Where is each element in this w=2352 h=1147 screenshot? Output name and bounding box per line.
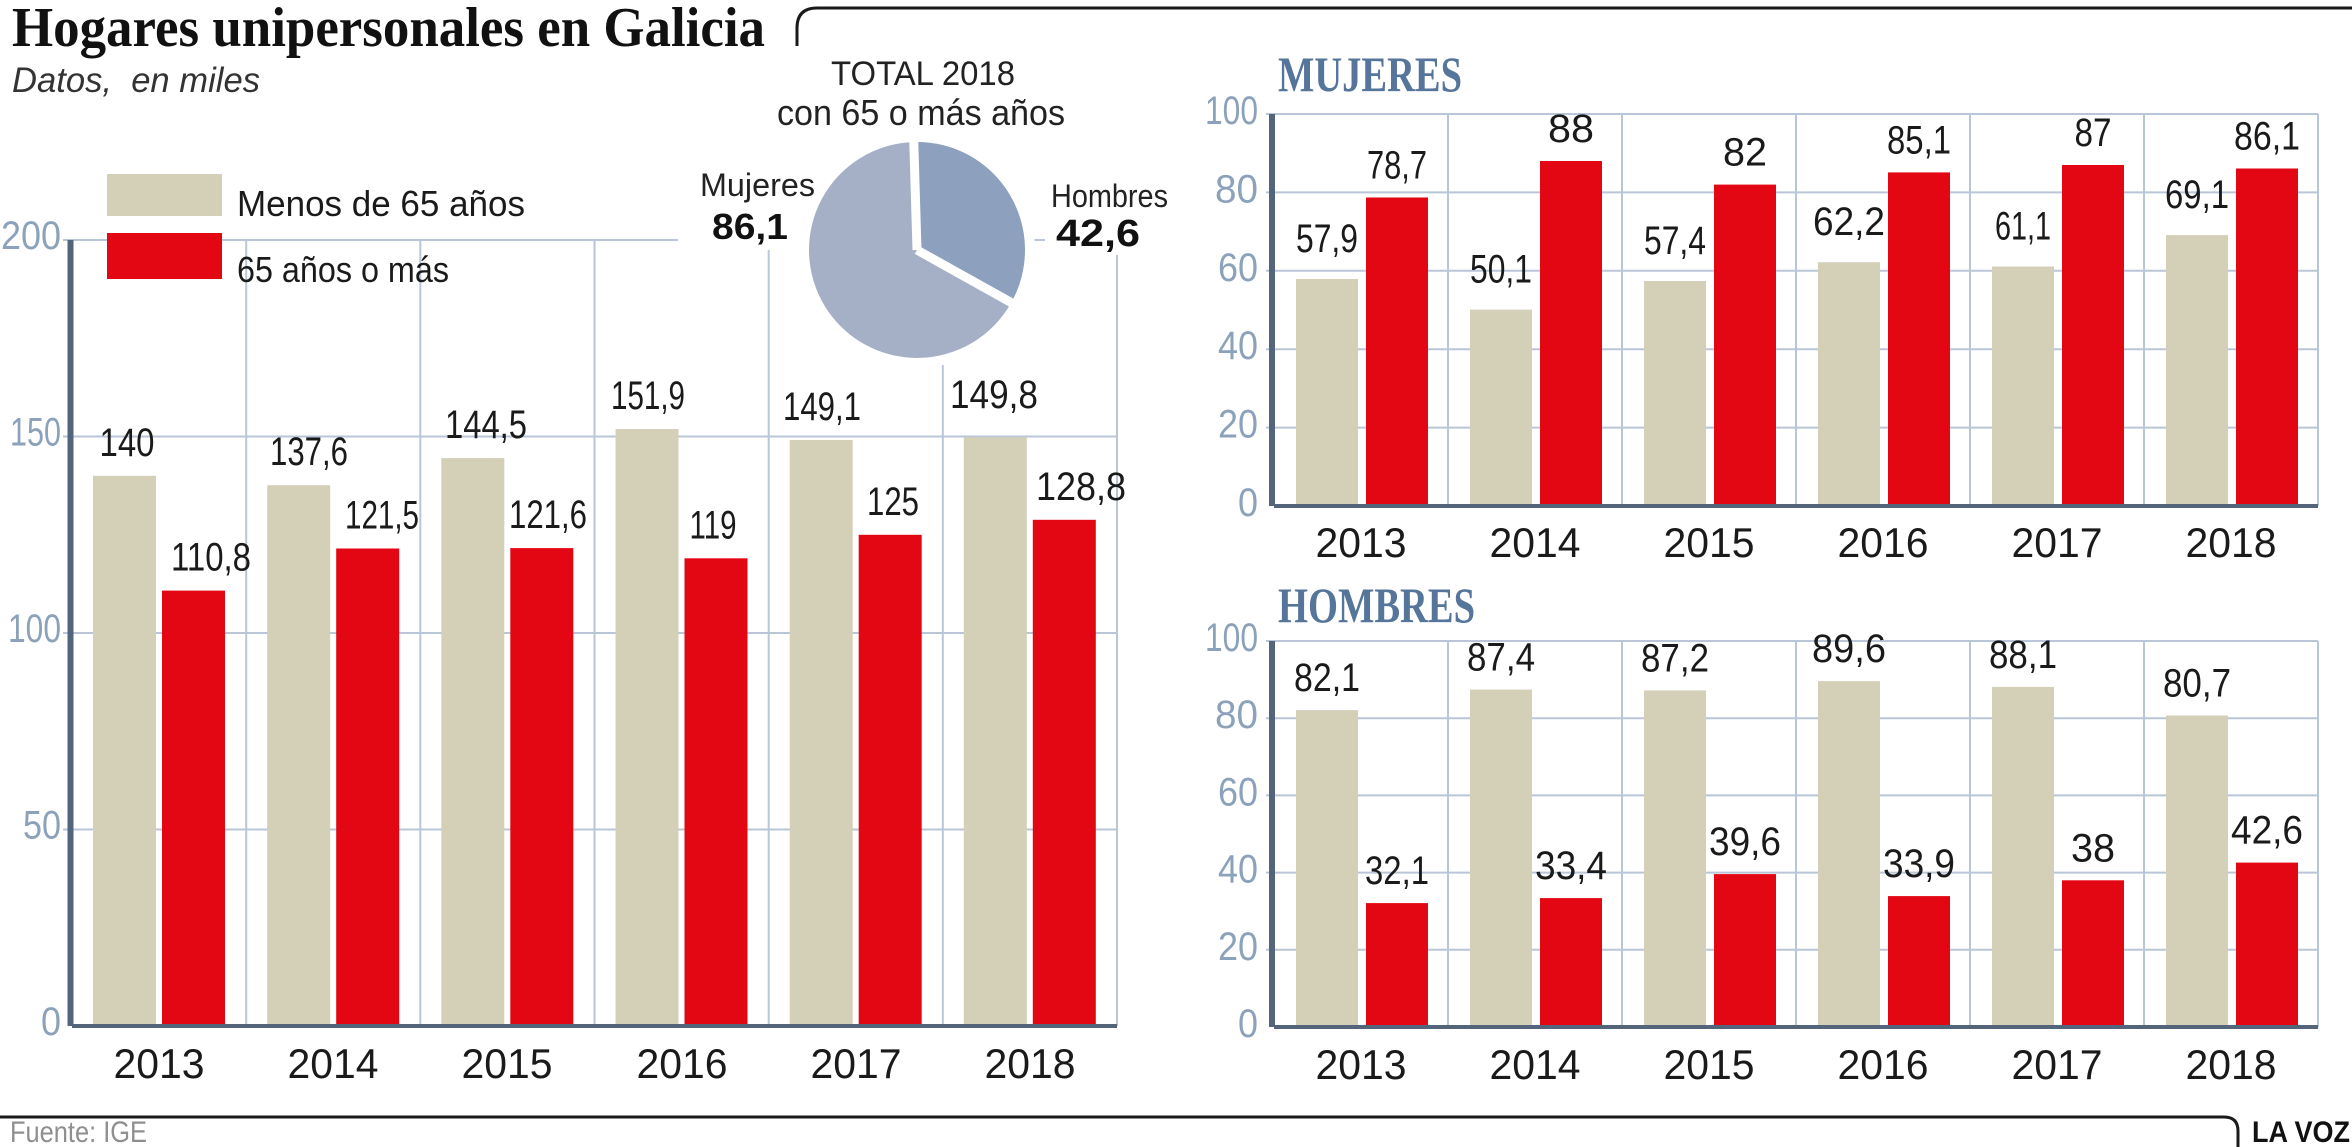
svg-text:89,6: 89,6: [1812, 627, 1886, 671]
svg-text:82: 82: [1723, 131, 1767, 175]
svg-text:20: 20: [1218, 925, 1258, 969]
svg-text:200: 200: [1, 214, 61, 258]
svg-text:88,1: 88,1: [1989, 633, 2057, 677]
svg-text:100: 100: [1205, 89, 1258, 133]
svg-text:85,1: 85,1: [1887, 118, 1951, 162]
svg-text:2013: 2013: [114, 1040, 205, 1087]
svg-text:39,6: 39,6: [1709, 820, 1781, 864]
svg-text:2015: 2015: [1664, 1041, 1755, 1088]
svg-text:82,1: 82,1: [1294, 656, 1360, 700]
svg-text:LA VOZ: LA VOZ: [2252, 1116, 2350, 1147]
svg-text:2017: 2017: [2012, 519, 2103, 566]
svg-text:137,6: 137,6: [270, 430, 348, 474]
svg-text:42,6: 42,6: [2231, 809, 2303, 853]
svg-text:2017: 2017: [2012, 1041, 2103, 1088]
svg-text:2014: 2014: [1490, 1041, 1581, 1088]
svg-text:40: 40: [1218, 324, 1258, 368]
svg-text:78,7: 78,7: [1367, 144, 1427, 188]
svg-text:60: 60: [1218, 246, 1258, 290]
svg-text:88: 88: [1548, 107, 1594, 151]
svg-text:2013: 2013: [1316, 519, 1407, 566]
svg-text:40: 40: [1218, 848, 1258, 892]
svg-text:144,5: 144,5: [445, 403, 527, 447]
svg-text:80: 80: [1215, 167, 1258, 211]
svg-text:HOMBRES: HOMBRES: [1278, 577, 1475, 633]
svg-text:69,1: 69,1: [2165, 173, 2229, 217]
svg-text:100: 100: [8, 607, 61, 651]
svg-text:2014: 2014: [288, 1040, 379, 1087]
svg-text:121,6: 121,6: [509, 493, 587, 537]
svg-text:125: 125: [867, 480, 919, 524]
svg-text:100: 100: [1205, 616, 1258, 660]
svg-text:2014: 2014: [1490, 519, 1581, 566]
svg-text:0: 0: [1238, 1002, 1258, 1046]
svg-text:61,1: 61,1: [1995, 205, 2051, 249]
svg-text:149,1: 149,1: [783, 385, 861, 429]
svg-text:57,4: 57,4: [1644, 219, 1706, 263]
svg-text:TOTAL 2018: TOTAL 2018: [831, 55, 1015, 93]
svg-text:119: 119: [690, 503, 737, 547]
svg-text:con 65 o más años: con 65 o más años: [777, 92, 1065, 133]
svg-text:2017: 2017: [811, 1040, 902, 1087]
svg-text:80: 80: [1215, 693, 1258, 737]
svg-text:2013: 2013: [1316, 1041, 1407, 1088]
svg-text:20: 20: [1218, 403, 1258, 447]
svg-text:33,4: 33,4: [1535, 844, 1607, 888]
svg-text:Hombres: Hombres: [1051, 178, 1168, 214]
svg-text:2016: 2016: [637, 1040, 728, 1087]
svg-text:Fuente: IGE: Fuente: IGE: [10, 1116, 147, 1147]
svg-text:87,4: 87,4: [1467, 636, 1535, 680]
svg-text:MUJERES: MUJERES: [1278, 46, 1462, 102]
svg-text:140: 140: [100, 421, 155, 465]
svg-text:2018: 2018: [2186, 1041, 2277, 1088]
svg-text:2015: 2015: [1664, 519, 1755, 566]
svg-text:128,8: 128,8: [1036, 465, 1126, 509]
svg-text:150: 150: [10, 411, 61, 455]
svg-text:Menos de 65 años: Menos de 65 años: [237, 183, 525, 224]
svg-text:2016: 2016: [1838, 519, 1929, 566]
svg-text:62,2: 62,2: [1813, 200, 1885, 244]
svg-text:80,7: 80,7: [2163, 662, 2231, 706]
svg-text:60: 60: [1218, 770, 1258, 814]
svg-text:2018: 2018: [985, 1040, 1076, 1087]
svg-text:Hogares unipersonales en Galic: Hogares unipersonales en Galicia: [12, 0, 765, 59]
svg-text:87,2: 87,2: [1641, 636, 1709, 680]
svg-text:2015: 2015: [462, 1040, 553, 1087]
svg-text:65 años o más: 65 años o más: [237, 249, 449, 290]
svg-text:Mujeres: Mujeres: [700, 167, 815, 203]
svg-text:86,1: 86,1: [712, 206, 788, 247]
svg-text:57,9: 57,9: [1296, 217, 1358, 261]
svg-text:Datos, en miles: Datos, en miles: [12, 61, 260, 100]
svg-text:0: 0: [41, 1000, 61, 1044]
svg-text:121,5: 121,5: [345, 494, 419, 538]
svg-text:42,6: 42,6: [1056, 213, 1140, 255]
svg-text:50: 50: [23, 804, 61, 848]
svg-text:110,8: 110,8: [171, 536, 251, 580]
svg-text:149,8: 149,8: [950, 373, 1038, 417]
svg-text:2018: 2018: [2186, 519, 2277, 566]
svg-text:151,9: 151,9: [611, 374, 685, 418]
svg-text:33,9: 33,9: [1883, 842, 1955, 886]
svg-text:32,1: 32,1: [1365, 849, 1429, 893]
svg-text:38: 38: [2071, 826, 2115, 870]
svg-text:0: 0: [1238, 481, 1258, 525]
svg-text:87: 87: [2075, 111, 2112, 155]
svg-text:2016: 2016: [1838, 1041, 1929, 1088]
svg-text:86,1: 86,1: [2234, 115, 2300, 159]
svg-text:50,1: 50,1: [1470, 248, 1532, 292]
